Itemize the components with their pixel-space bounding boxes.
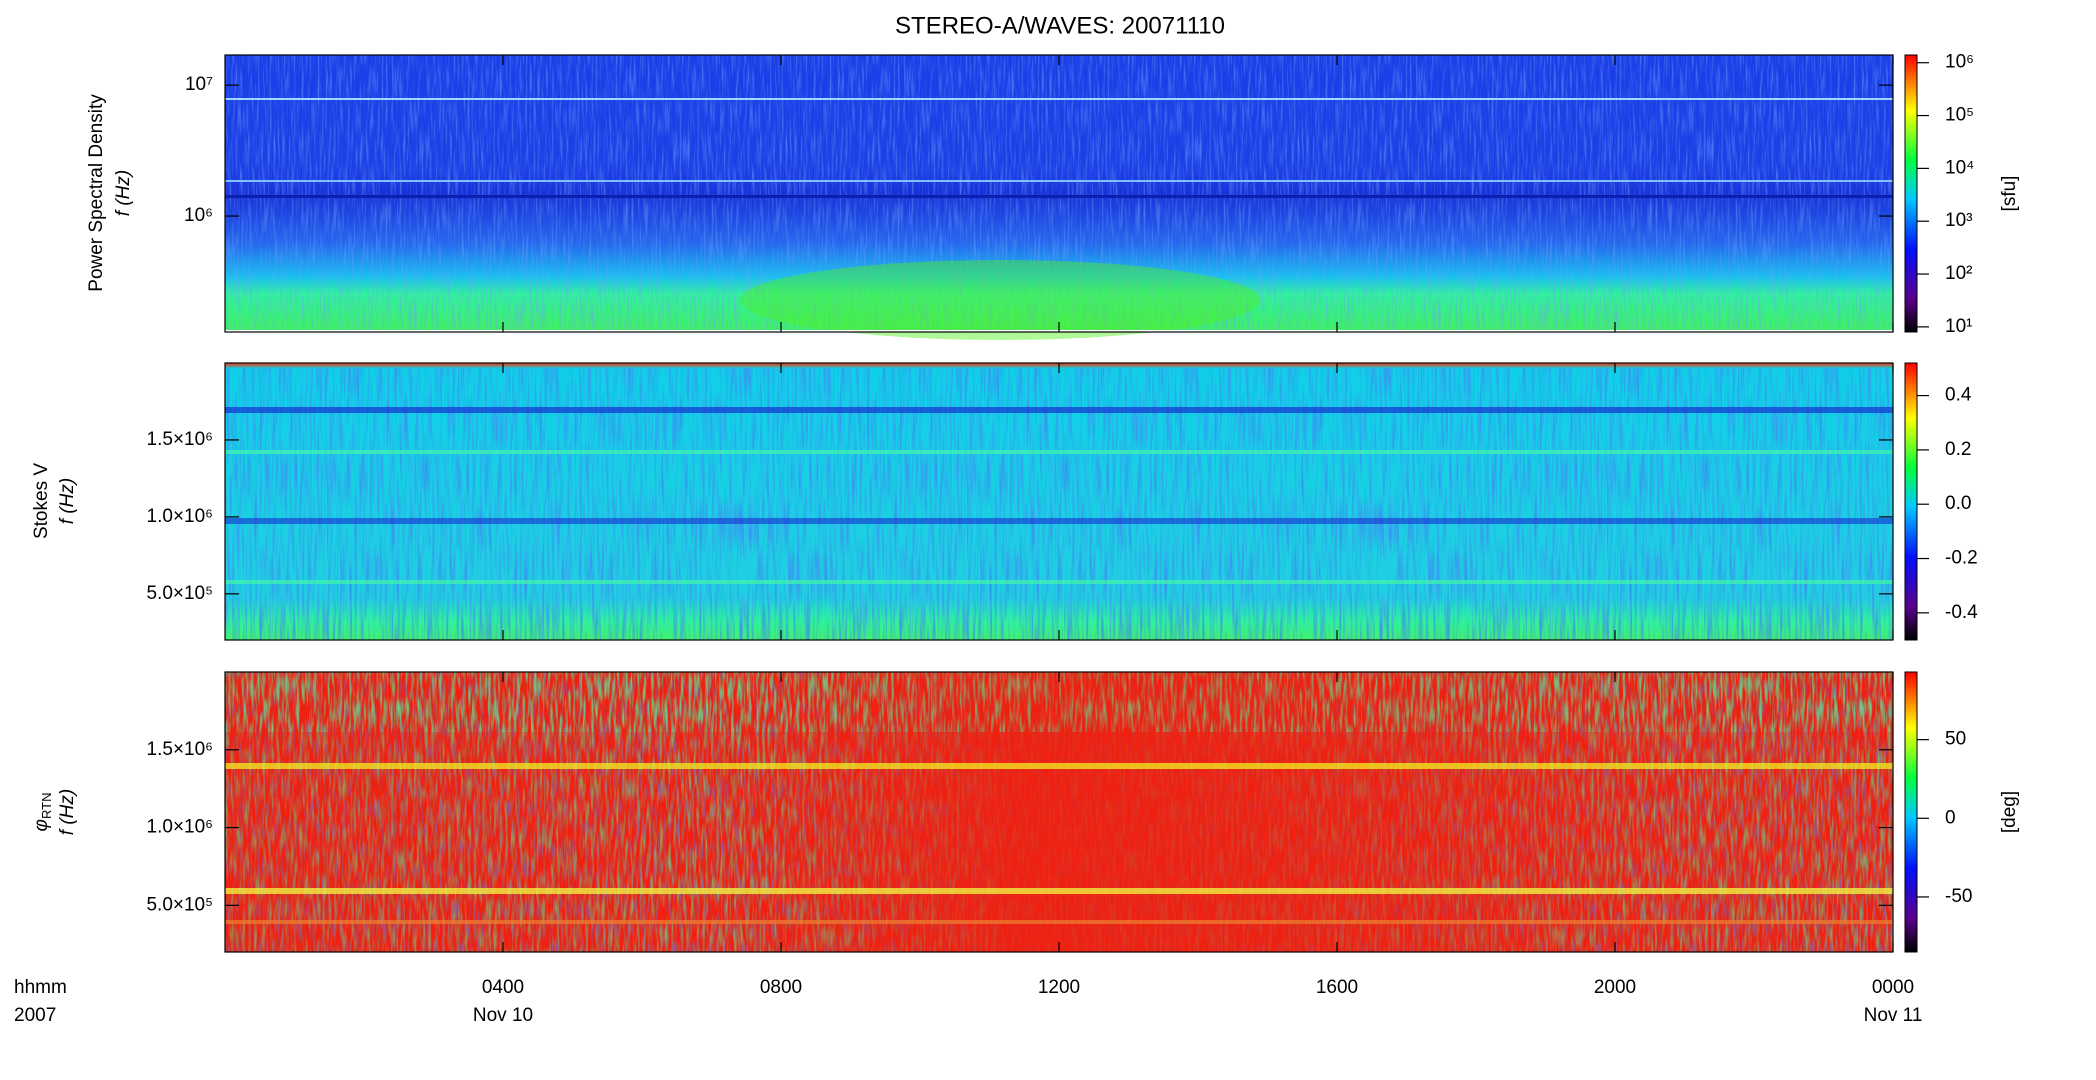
colorbar-tick-label: 10¹ bbox=[1945, 316, 1972, 337]
y-tick-label: 5.0×10⁵ bbox=[146, 894, 213, 915]
y-axis-label-subscript: RTN bbox=[39, 793, 54, 819]
colorbar-tick-label: 0 bbox=[1945, 807, 1956, 828]
x-tick-label: 0400 bbox=[482, 977, 524, 998]
y-tick-label: 5.0×10⁵ bbox=[146, 583, 213, 604]
chart-title: STEREO-A/WAVES: 20071110 bbox=[895, 12, 1225, 39]
spectrogram-phase bbox=[225, 672, 1893, 952]
colorbar-tick-label: -50 bbox=[1945, 886, 1972, 907]
x-tick-label: 1600 bbox=[1316, 977, 1358, 998]
y-axis-label: f (Hz) bbox=[57, 789, 78, 835]
x-corner-label: 2007 bbox=[14, 1005, 56, 1026]
y-axis-label: Stokes V bbox=[31, 463, 52, 539]
y-tick-label: 10⁷ bbox=[185, 74, 213, 95]
y-axis-label-symbol: φ bbox=[31, 819, 52, 831]
y-tick-label: 1.5×10⁶ bbox=[147, 429, 213, 450]
colorbar-tick-label: -0.4 bbox=[1945, 602, 1978, 623]
colorbar-tick-label: 10⁶ bbox=[1945, 52, 1974, 73]
x-tick-label: 1200 bbox=[1038, 977, 1080, 998]
x-date-label: Nov 10 bbox=[473, 1005, 533, 1026]
colorbar-label: [deg] bbox=[1999, 791, 2020, 833]
spectrogram-stokes bbox=[225, 363, 1893, 640]
x-tick-label: 2000 bbox=[1594, 977, 1636, 998]
y-axis-label: Power Spectral Density bbox=[86, 94, 107, 292]
x-date-label: Nov 11 bbox=[1864, 1005, 1923, 1026]
y-axis-label: f (Hz) bbox=[57, 478, 78, 524]
colorbar-label: [sfu] bbox=[1999, 176, 2020, 212]
colorbar-tick-label: 10⁴ bbox=[1945, 157, 1974, 178]
colorbar-tick-label: 0.2 bbox=[1945, 439, 1971, 460]
colorbar bbox=[1904, 54, 1918, 333]
y-tick-label: 10⁶ bbox=[184, 205, 213, 226]
y-axis-label: φRTN bbox=[31, 793, 54, 832]
colorbar-tick-label: 10⁵ bbox=[1945, 105, 1974, 126]
colorbar bbox=[1904, 671, 1918, 953]
colorbar-label-group: [sfu] bbox=[1999, 176, 2020, 212]
y-tick-label: 1.0×10⁶ bbox=[147, 506, 213, 527]
x-tick-label: 0000 bbox=[1872, 977, 1914, 998]
colorbar-tick-label: 0.4 bbox=[1945, 385, 1972, 406]
x-corner-label: hhmm bbox=[14, 977, 67, 998]
y-axis-label: f (Hz) bbox=[113, 170, 134, 216]
colorbar-tick-label: 10² bbox=[1945, 263, 1972, 284]
colorbar-tick-label: -0.2 bbox=[1945, 548, 1978, 569]
colorbar-label-group: [deg] bbox=[1999, 791, 2020, 833]
colorbar bbox=[1904, 362, 1918, 641]
colorbar-tick-label: 50 bbox=[1945, 729, 1966, 750]
spectrogram-psd bbox=[225, 55, 1893, 340]
y-tick-label: 1.5×10⁶ bbox=[147, 739, 213, 760]
y-tick-label: 1.0×10⁶ bbox=[147, 817, 213, 838]
colorbar-tick-label: 10³ bbox=[1945, 210, 1972, 231]
x-tick-label: 0800 bbox=[760, 977, 802, 998]
colorbar-tick-label: 0.0 bbox=[1945, 493, 1971, 514]
